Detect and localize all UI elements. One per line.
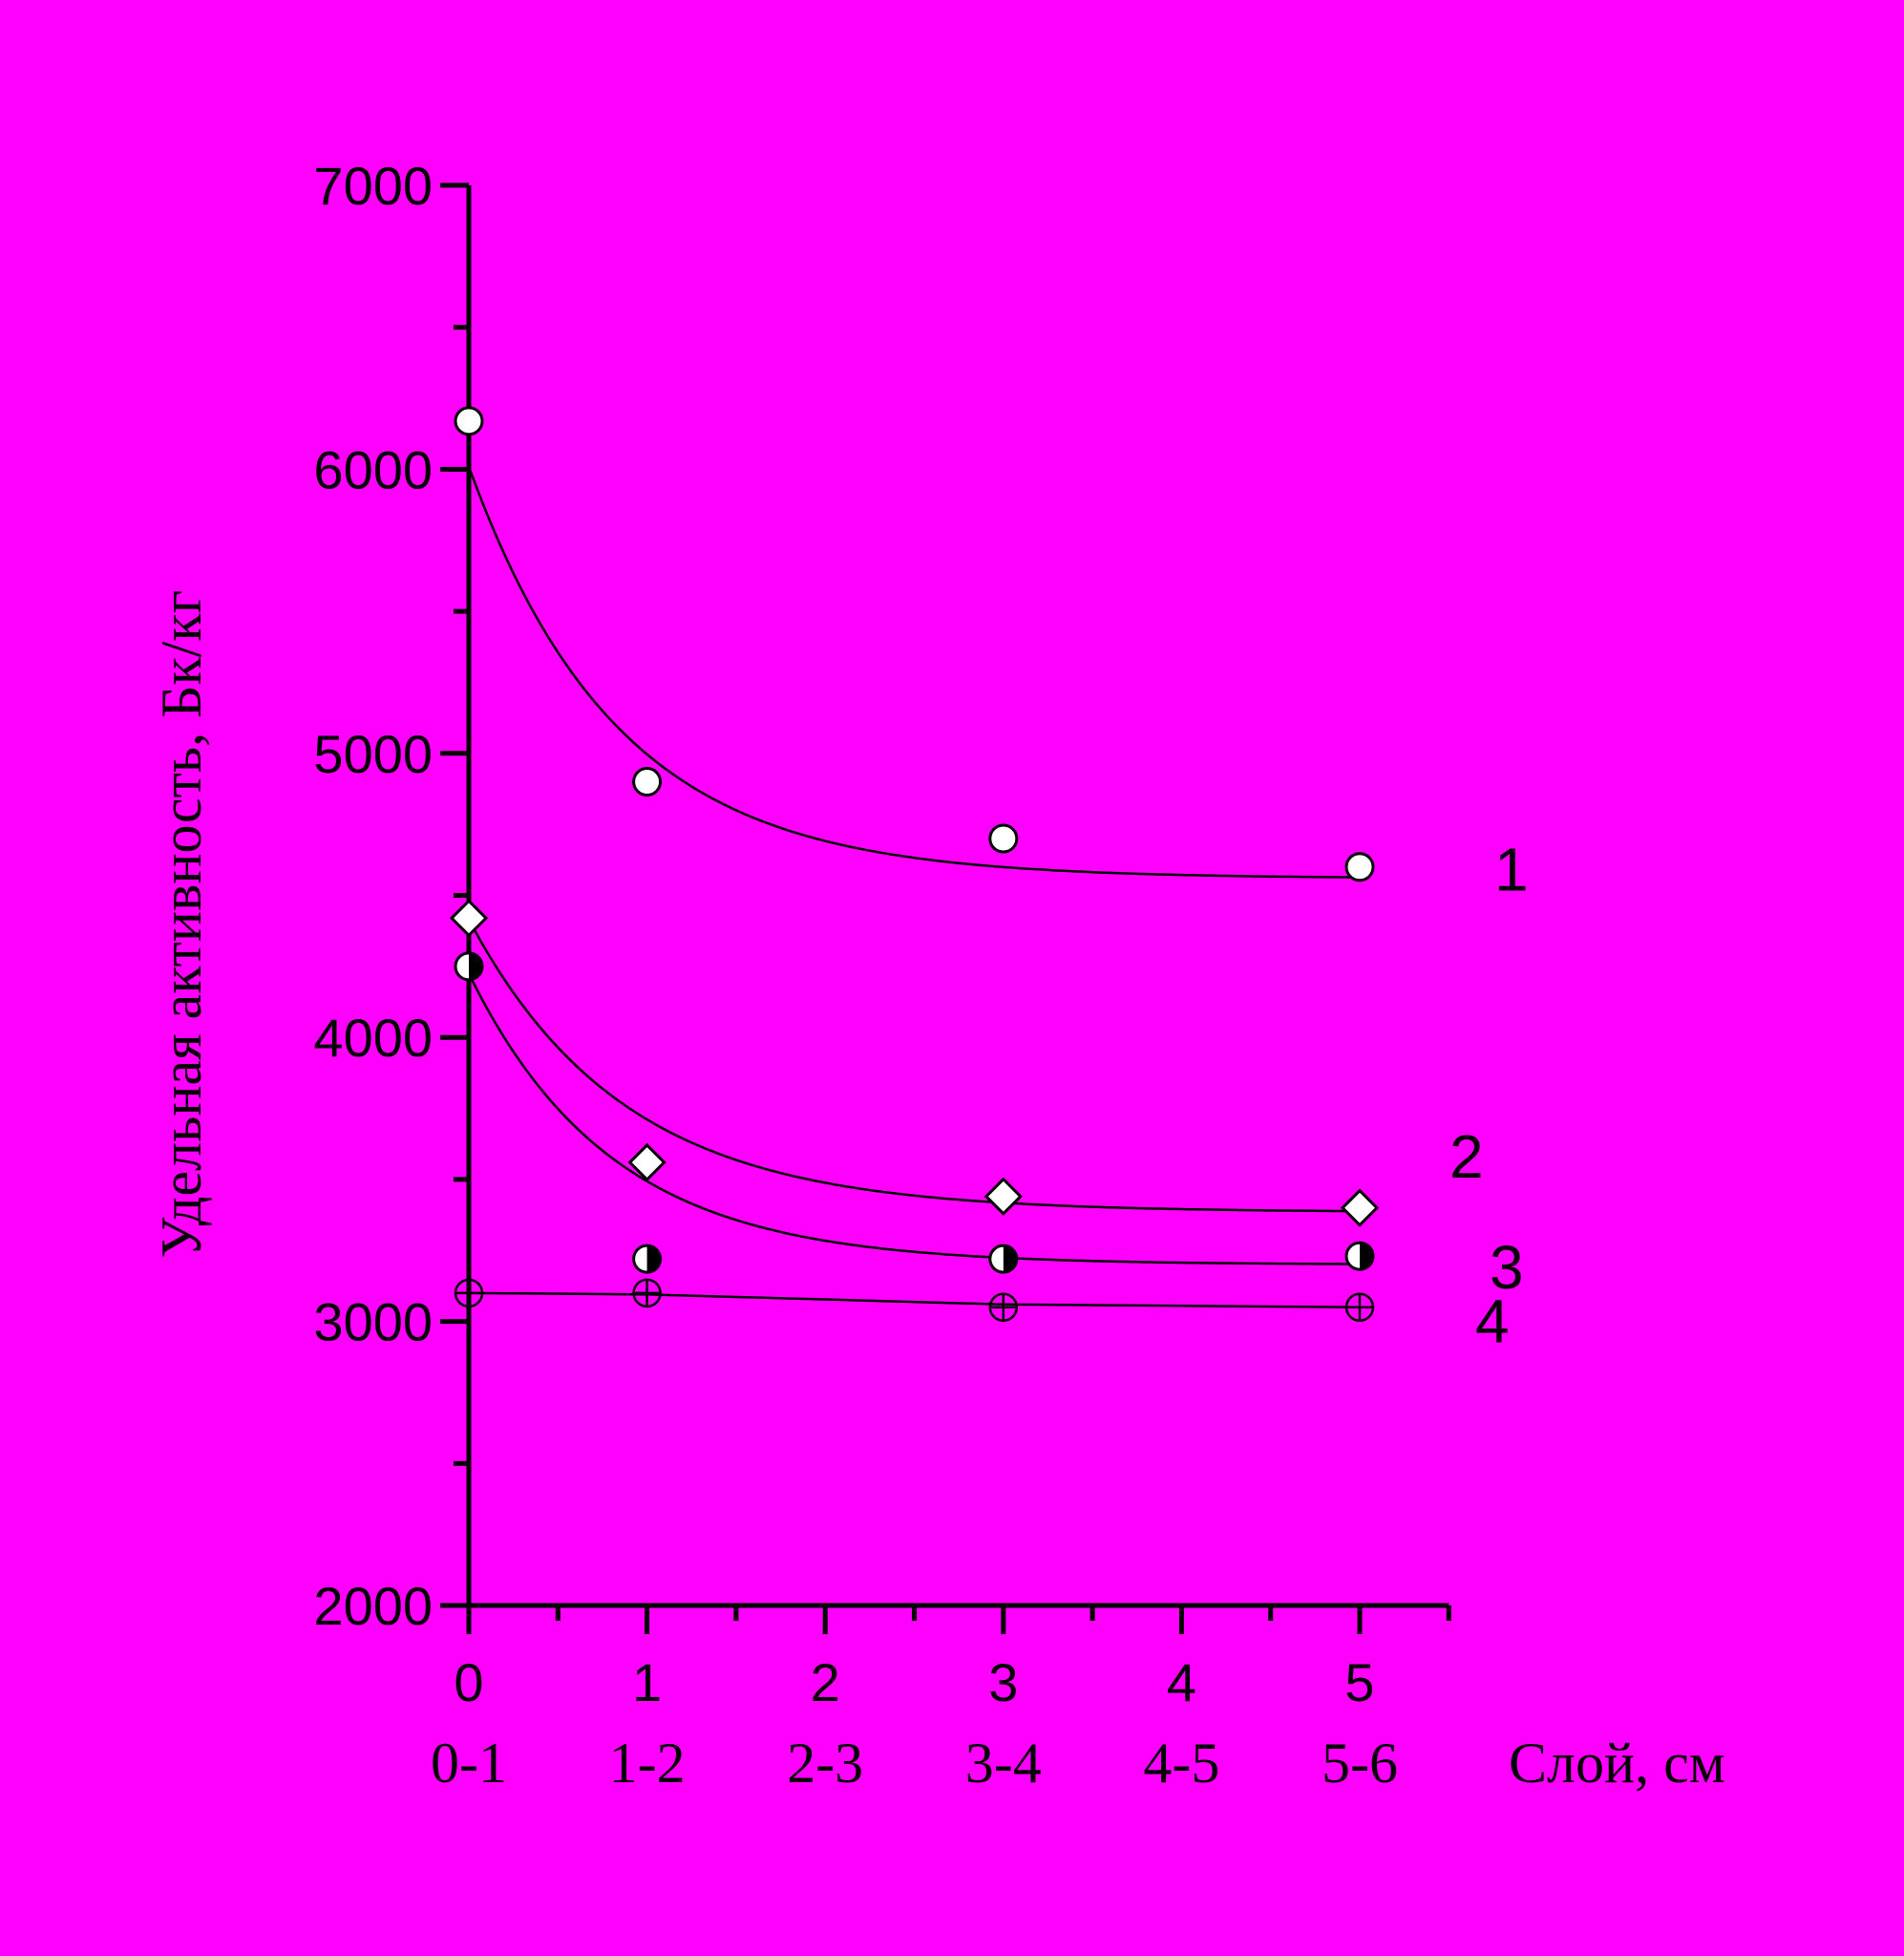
series-4-label: 4 — [1475, 1287, 1510, 1356]
series-4-point — [1344, 1292, 1375, 1322]
x-category-label: 2-3 — [787, 1732, 863, 1795]
series-2-point — [449, 899, 489, 938]
series-3-point-outline — [988, 1244, 1019, 1274]
series-4-point — [988, 1292, 1019, 1322]
x-tick-label: 3 — [988, 1652, 1018, 1712]
series-3-curve — [467, 972, 1361, 1265]
series-1-curve — [467, 465, 1361, 879]
x-axis-title: Слой, см — [1509, 1732, 1725, 1795]
x-tick-label: 5 — [1344, 1652, 1374, 1712]
x-category-label: 3-4 — [965, 1732, 1042, 1795]
series-1-label: 1 — [1494, 836, 1529, 904]
x-category-label: 1-2 — [609, 1732, 686, 1795]
series-3-point — [988, 1244, 1019, 1274]
series-3-label: 3 — [1490, 1233, 1524, 1302]
y-tick-label: 3000 — [313, 1292, 433, 1352]
fit-curves — [467, 465, 1361, 1308]
x-tick-label: 1 — [632, 1652, 662, 1712]
series-4-point — [632, 1278, 662, 1308]
series-2-point — [1340, 1188, 1380, 1227]
x-category-label: 4-5 — [1143, 1732, 1219, 1795]
series-3-point-outline — [632, 1244, 663, 1274]
y-tick-label: 4000 — [313, 1008, 433, 1068]
x-tick-label: 2 — [811, 1652, 840, 1712]
series-3-point-outline — [1344, 1241, 1375, 1271]
series-3-point-outline — [454, 951, 484, 982]
x-tick-label: 0 — [454, 1652, 483, 1712]
series-4-curve — [468, 1291, 1361, 1308]
series-1-point — [454, 406, 484, 436]
series-1-point — [1344, 852, 1375, 882]
series-2-curve — [467, 919, 1361, 1213]
x-tick-label: 4 — [1167, 1652, 1196, 1712]
series-1-point — [632, 767, 663, 797]
series-4-point — [454, 1278, 484, 1308]
y-tick-label: 2000 — [313, 1576, 433, 1636]
series-3-point — [632, 1244, 663, 1274]
y-tick-label: 6000 — [313, 439, 433, 500]
y-axis-title: Удельная активность, Бк/кг — [150, 590, 213, 1258]
series-3-point — [1344, 1241, 1375, 1271]
y-tick-label: 5000 — [313, 724, 433, 784]
axes — [440, 182, 1451, 1634]
series-3-point — [454, 951, 484, 982]
series-2-point — [984, 1177, 1023, 1216]
series-1-point — [988, 823, 1019, 854]
x-category-label: 0-1 — [431, 1732, 507, 1795]
series-2-point — [627, 1142, 666, 1182]
series-2-label: 2 — [1449, 1122, 1484, 1191]
data-markers — [449, 406, 1380, 1322]
y-tick-label: 7000 — [313, 156, 433, 216]
x-category-label: 5-6 — [1322, 1732, 1398, 1795]
